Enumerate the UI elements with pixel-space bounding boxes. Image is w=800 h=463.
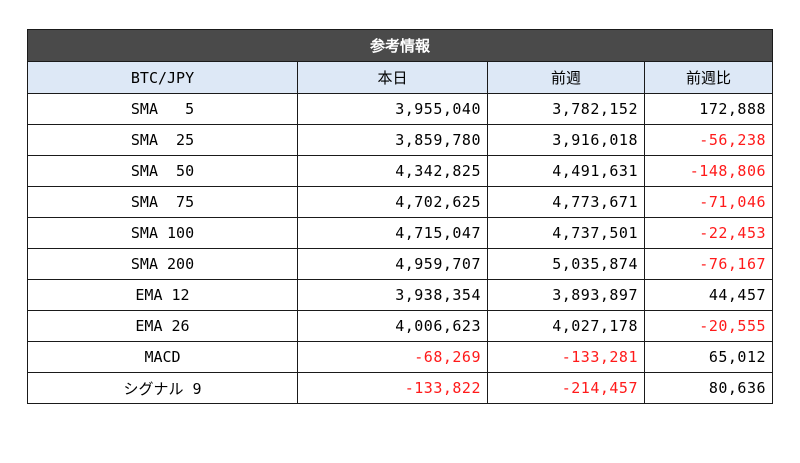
table-row: SMA 25 3,859,780 3,916,018 -56,238 bbox=[27, 124, 774, 156]
value-today: 3,938,354 bbox=[297, 279, 488, 311]
table-row: SMA 50 4,342,825 4,491,631 -148,806 bbox=[27, 155, 774, 187]
reference-info-panel: 参考情報 BTC/JPY 本日 前週 前週比 SMA 5 3,955,040 3,7… bbox=[26, 29, 774, 404]
value-change: -71,046 bbox=[643, 186, 774, 218]
value-last-week: 4,491,631 bbox=[487, 155, 645, 187]
indicator-label: EMA 12 bbox=[27, 279, 298, 311]
value-today: 4,342,825 bbox=[297, 155, 488, 187]
value-last-week: 3,916,018 bbox=[487, 124, 645, 156]
table-row: EMA 12 3,938,354 3,893,897 44,457 bbox=[27, 279, 774, 311]
table-row: SMA 75 4,702,625 4,773,671 -71,046 bbox=[27, 186, 774, 218]
value-last-week: 4,737,501 bbox=[487, 217, 645, 249]
title-row: 参考情報 bbox=[26, 29, 774, 62]
header-last-week: 前週 bbox=[487, 61, 645, 94]
value-last-week: -133,281 bbox=[487, 341, 645, 373]
value-last-week: -214,457 bbox=[487, 372, 645, 404]
value-today: 4,715,047 bbox=[297, 217, 488, 249]
value-change: 80,636 bbox=[643, 372, 774, 404]
value-change: -148,806 bbox=[643, 155, 774, 187]
value-change: -20,555 bbox=[643, 310, 774, 342]
header-pair: BTC/JPY bbox=[27, 61, 298, 94]
table-row: MACD -68,269 -133,281 65,012 bbox=[27, 341, 774, 373]
value-today: 3,955,040 bbox=[297, 93, 488, 125]
value-last-week: 3,782,152 bbox=[487, 93, 645, 125]
value-last-week: 4,027,178 bbox=[487, 310, 645, 342]
reference-info-table: 参考情報 BTC/JPY 本日 前週 前週比 SMA 5 3,955,040 3,7… bbox=[26, 29, 774, 404]
table-row: SMA 5 3,955,040 3,782,152 172,888 bbox=[27, 93, 774, 125]
indicator-label: SMA 50 bbox=[27, 155, 298, 187]
value-today: -133,822 bbox=[297, 372, 488, 404]
indicator-label: MACD bbox=[27, 341, 298, 373]
value-change: -22,453 bbox=[643, 217, 774, 249]
table-row: EMA 26 4,006,623 4,027,178 -20,555 bbox=[27, 310, 774, 342]
value-today: -68,269 bbox=[297, 341, 488, 373]
header-today: 本日 bbox=[297, 61, 488, 94]
indicator-label: EMA 26 bbox=[27, 310, 298, 342]
value-last-week: 3,893,897 bbox=[487, 279, 645, 311]
indicator-label: SMA 75 bbox=[27, 186, 298, 218]
value-today: 4,702,625 bbox=[297, 186, 488, 218]
value-last-week: 4,773,671 bbox=[487, 186, 645, 218]
indicator-label: SMA 100 bbox=[27, 217, 298, 249]
indicator-label: SMA 5 bbox=[27, 93, 298, 125]
value-change: 172,888 bbox=[643, 93, 774, 125]
table-title: 参考情報 bbox=[26, 29, 774, 62]
table-row: シグナル 9 -133,822 -214,457 80,636 bbox=[27, 372, 774, 404]
value-today: 4,959,707 bbox=[297, 248, 488, 280]
table-row: SMA 200 4,959,707 5,035,874 -76,167 bbox=[27, 248, 774, 280]
indicator-label: SMA 200 bbox=[27, 248, 298, 280]
value-change: -56,238 bbox=[643, 124, 774, 156]
indicator-label: SMA 25 bbox=[27, 124, 298, 156]
header-row: BTC/JPY 本日 前週 前週比 bbox=[27, 61, 774, 94]
value-last-week: 5,035,874 bbox=[487, 248, 645, 280]
value-change: -76,167 bbox=[643, 248, 774, 280]
value-change: 44,457 bbox=[643, 279, 774, 311]
value-today: 3,859,780 bbox=[297, 124, 488, 156]
header-change: 前週比 bbox=[643, 61, 774, 94]
value-change: 65,012 bbox=[643, 341, 774, 373]
table-row: SMA 100 4,715,047 4,737,501 -22,453 bbox=[27, 217, 774, 249]
indicator-label: シグナル 9 bbox=[27, 372, 298, 404]
value-today: 4,006,623 bbox=[297, 310, 488, 342]
